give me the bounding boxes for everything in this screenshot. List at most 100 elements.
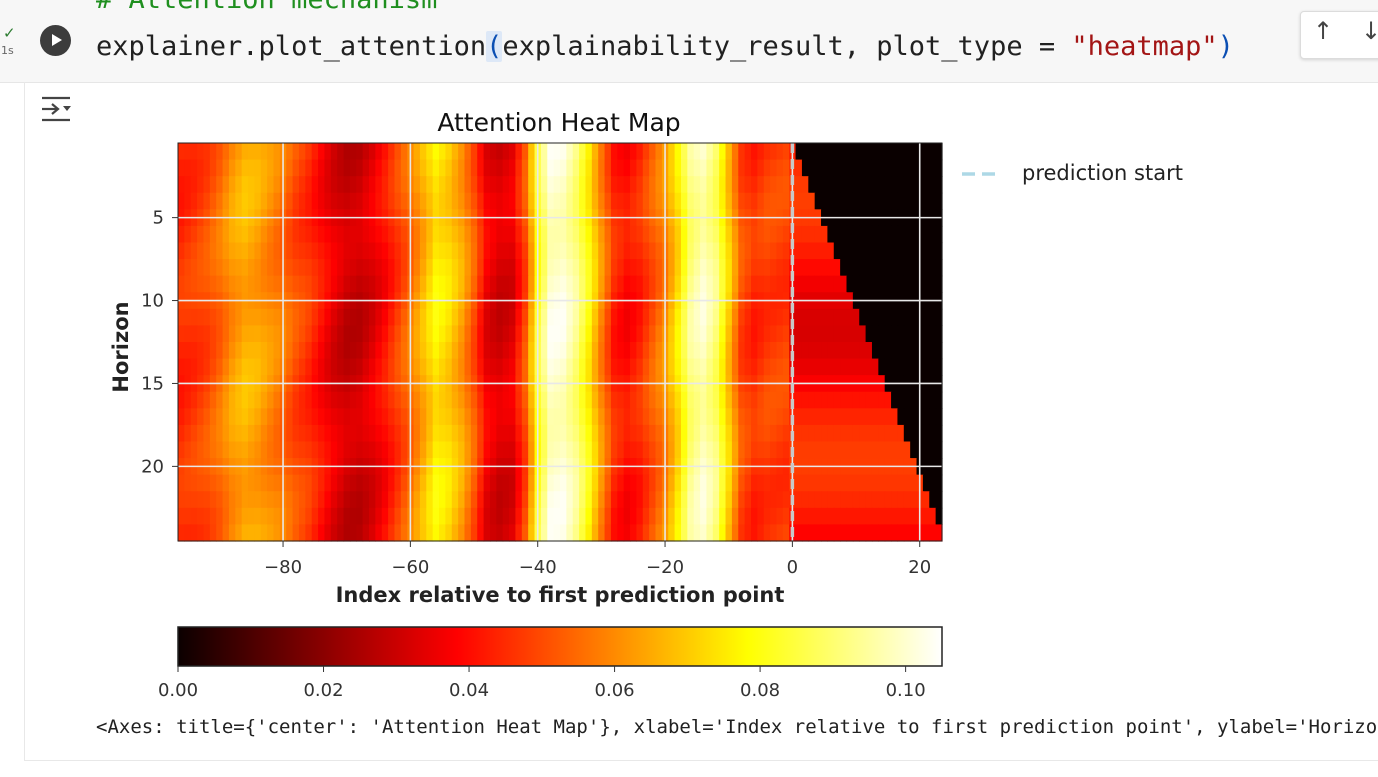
heatmap-cell <box>426 524 434 542</box>
heatmap-cell <box>439 408 446 426</box>
heatmap-cell <box>330 275 338 293</box>
heatmap-cell <box>477 474 485 492</box>
heatmap-cell <box>209 524 217 542</box>
heatmap-cell <box>260 391 268 409</box>
heatmap-cell <box>496 391 504 409</box>
heatmap-cell <box>770 391 778 409</box>
heatmap-cell <box>757 474 765 492</box>
heatmap-cell <box>763 342 771 360</box>
heatmap-cell <box>286 424 294 443</box>
heatmap-cell <box>260 491 268 509</box>
heatmap-cell <box>547 242 555 260</box>
heatmap-cell <box>458 225 466 244</box>
heatmap-cell <box>381 159 389 177</box>
heatmap-cell <box>579 192 587 210</box>
heatmap-cell <box>840 242 848 260</box>
heatmap-cell <box>324 159 332 177</box>
heatmap-cell <box>190 192 198 210</box>
heatmap-cell <box>400 441 408 459</box>
heatmap-cell <box>203 524 211 542</box>
heatmap-cell <box>929 275 937 293</box>
heatmap-cell <box>801 308 809 327</box>
output-options-icon[interactable] <box>38 93 74 125</box>
heatmap-cell <box>235 176 243 194</box>
heatmap-cell <box>903 192 911 210</box>
heatmap-cell <box>693 491 701 509</box>
heatmap-cell <box>305 491 313 509</box>
heatmap-cell <box>419 159 427 177</box>
heatmap-cell <box>388 275 396 293</box>
heatmap-cell <box>833 358 841 376</box>
move-cell-up-button[interactable]: ↑ <box>1313 17 1334 45</box>
heatmap-cell <box>553 491 561 509</box>
heatmap-cell <box>827 524 835 542</box>
heatmap-cell <box>502 342 510 360</box>
heatmap-cell <box>330 524 338 542</box>
heatmap-cell <box>706 192 714 210</box>
heatmap-cell <box>298 524 306 542</box>
heatmap-cell <box>273 524 281 542</box>
heatmap-cell <box>400 474 408 492</box>
heatmap-cell <box>891 524 899 542</box>
heatmap-cell <box>903 342 911 360</box>
heatmap-cell <box>356 275 364 293</box>
move-cell-down-button[interactable]: ↓ <box>1361 17 1378 45</box>
heatmap-cell <box>515 474 523 492</box>
heatmap-cell <box>871 225 879 244</box>
heatmap-cell <box>852 507 860 526</box>
heatmap-cell <box>630 275 637 293</box>
heatmap-cell <box>419 391 427 409</box>
heatmap-cell <box>318 143 326 161</box>
heatmap-cell <box>680 192 688 210</box>
heatmap-cell <box>776 159 784 177</box>
heatmap-cell <box>241 176 249 194</box>
heatmap-cell <box>248 159 255 177</box>
heatmap-cell <box>897 308 905 327</box>
heatmap-cell <box>712 143 720 161</box>
heatmap-cell <box>827 159 835 177</box>
heatmap-cell <box>763 358 771 376</box>
heatmap-cell <box>235 474 243 492</box>
code-cell[interactable]: ✓ 1s # Attention mechanism explainer.plo… <box>0 0 1378 83</box>
heatmap-cell <box>324 507 332 526</box>
heatmap-cell <box>400 242 408 260</box>
heatmap-cell <box>190 225 198 244</box>
heatmap-cell <box>203 259 211 277</box>
heatmap-cell <box>209 242 217 260</box>
heatmap-cell <box>642 159 650 177</box>
heatmap-cell <box>833 259 841 277</box>
heatmap-cell <box>623 391 631 409</box>
run-cell-button[interactable] <box>40 25 71 56</box>
heatmap-cell <box>388 342 396 360</box>
heatmap-cell <box>400 275 408 293</box>
x-tick-label: 20 <box>908 557 931 578</box>
heatmap-cell <box>859 325 867 343</box>
heatmap-cell <box>356 408 364 426</box>
heatmap-cell <box>318 159 326 177</box>
heatmap-cell <box>642 308 650 327</box>
heatmap-cell <box>604 225 612 244</box>
heatmap-cell <box>719 524 727 542</box>
code-editor[interactable]: # Attention mechanism explainer.plot_att… <box>96 0 1296 76</box>
heatmap-cell <box>636 441 644 459</box>
heatmap-cell <box>540 308 548 327</box>
heatmap-cell <box>413 192 421 210</box>
heatmap-cell <box>840 424 848 443</box>
heatmap-cell <box>871 408 879 426</box>
heatmap-cell <box>292 176 300 194</box>
heatmap-cell <box>464 143 472 161</box>
heatmap-cell <box>311 474 319 492</box>
heatmap-cell <box>318 242 326 260</box>
heatmap-cell <box>744 474 752 492</box>
heatmap-cell <box>464 325 472 343</box>
heatmap-cell <box>910 441 918 459</box>
heatmap-cell <box>197 192 205 210</box>
heatmap-cell <box>388 308 396 327</box>
heatmap-cell <box>375 225 383 244</box>
heatmap-cell <box>324 192 332 210</box>
heatmap-cell <box>814 159 822 177</box>
heatmap-cell <box>394 408 402 426</box>
heatmap-cell <box>203 441 211 459</box>
heatmap-cell <box>515 491 523 509</box>
